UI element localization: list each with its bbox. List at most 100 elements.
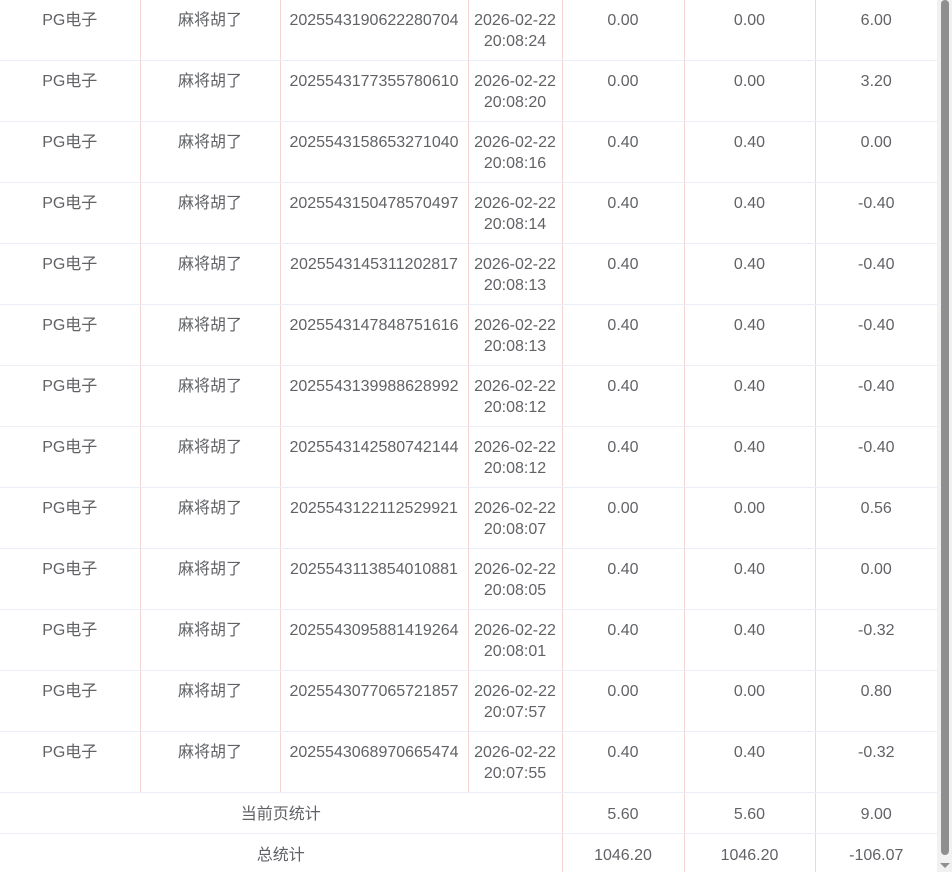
date-text: 2026-02-22 [474,317,556,334]
table-row: PG电子 麻将胡了 2025543139988628992 2026-02-22 20:… [0,365,937,427]
scrollbar-thumb[interactable] [941,0,949,855]
summary-row: 总统计 1046.20 1046.20 -106.07 [0,833,937,872]
cell-platform: PG电子 [0,548,141,610]
cell-win: 6.00 [815,0,937,61]
date-text: 2026-02-22 [474,561,556,578]
time-text: 20:08:01 [483,643,547,660]
cell-order: 2025543122112529921 [280,487,469,549]
cell-platform: PG电子 [0,670,141,732]
cell-bet: 0.40 [562,426,685,488]
cell-game: 麻将胡了 [140,609,281,671]
cell-valid: 0.40 [684,304,816,366]
cell-game: 麻将胡了 [140,548,281,610]
cell-date: 2026-02-22 20:08:24 [468,0,563,61]
cell-date: 2026-02-22 20:08:16 [468,121,563,183]
cell-order: 2025543077065721857 [280,670,469,732]
cell-platform: PG电子 [0,0,141,61]
table-row: PG电子 麻将胡了 2025543077065721857 2026-02-22 20:… [0,670,937,732]
table-row: PG电子 麻将胡了 2025543122112529921 2026-02-22 20:… [0,487,937,549]
vertical-scrollbar[interactable] [937,0,952,872]
cell-bet: 0.40 [562,182,685,244]
cell-date: 2026-02-22 20:08:13 [468,304,563,366]
cell-date: 2026-02-22 20:08:12 [468,426,563,488]
cell-game: 麻将胡了 [140,365,281,427]
summary-label: 总统计 [0,833,563,872]
summary-row: 当前页统计 5.60 5.60 9.00 [0,792,937,834]
cell-win: -0.40 [815,426,937,488]
time-text: 20:08:07 [483,521,547,538]
summary-valid: 1046.20 [684,833,816,872]
cell-valid: 0.40 [684,548,816,610]
cell-order: 2025543150478570497 [280,182,469,244]
time-text: 20:08:13 [483,338,547,355]
time-text: 20:08:12 [483,460,547,477]
cell-bet: 0.00 [562,0,685,61]
cell-platform: PG电子 [0,426,141,488]
cell-game: 麻将胡了 [140,121,281,183]
cell-win: -0.40 [815,304,937,366]
cell-date: 2026-02-22 20:07:55 [468,731,563,793]
time-text: 20:07:55 [483,765,547,782]
table-row: PG电子 麻将胡了 2025543145311202817 2026-02-22 20:… [0,243,937,305]
table-row: PG电子 麻将胡了 2025543150478570497 2026-02-22 20:… [0,182,937,244]
cell-valid: 0.40 [684,121,816,183]
date-text: 2026-02-22 [474,500,556,517]
summary-win: -106.07 [815,833,937,872]
cell-order: 2025543145311202817 [280,243,469,305]
cell-game: 麻将胡了 [140,60,281,122]
cell-date: 2026-02-22 20:08:07 [468,487,563,549]
table-row: PG电子 麻将胡了 2025543068970665474 2026-02-22 20:… [0,731,937,793]
cell-valid: 0.40 [684,426,816,488]
cell-platform: PG电子 [0,60,141,122]
date-text: 2026-02-22 [474,622,556,639]
scroll-down-arrow-icon[interactable] [940,863,950,868]
time-text: 20:08:13 [483,277,547,294]
cell-bet: 0.40 [562,365,685,427]
cell-platform: PG电子 [0,182,141,244]
cell-platform: PG电子 [0,487,141,549]
table-row: PG电子 麻将胡了 2025543147848751616 2026-02-22 20:… [0,304,937,366]
date-text: 2026-02-22 [474,256,556,273]
time-text: 20:08:16 [483,155,547,172]
table-row: PG电子 麻将胡了 2025543142580742144 2026-02-22 20:… [0,426,937,488]
cell-win: -0.40 [815,243,937,305]
summary-bet: 1046.20 [562,833,685,872]
table-row: PG电子 麻将胡了 2025543113854010881 2026-02-22 20:… [0,548,937,610]
cell-platform: PG电子 [0,365,141,427]
table-row: PG电子 麻将胡了 2025543190622280704 2026-02-22 20:… [0,0,937,61]
cell-bet: 0.00 [562,670,685,732]
cell-valid: 0.40 [684,609,816,671]
cell-order: 2025543142580742144 [280,426,469,488]
date-text: 2026-02-22 [474,683,556,700]
cell-game: 麻将胡了 [140,243,281,305]
cell-bet: 0.40 [562,243,685,305]
cell-date: 2026-02-22 20:08:01 [468,609,563,671]
cell-platform: PG电子 [0,304,141,366]
cell-order: 2025543113854010881 [280,548,469,610]
cell-bet: 0.40 [562,121,685,183]
time-text: 20:07:57 [483,704,547,721]
cell-order: 2025543139988628992 [280,365,469,427]
cell-win: -0.32 [815,731,937,793]
summary-win: 9.00 [815,792,937,834]
cell-date: 2026-02-22 20:07:57 [468,670,563,732]
cell-win: -0.40 [815,365,937,427]
summary-valid: 5.60 [684,792,816,834]
cell-valid: 0.40 [684,365,816,427]
cell-valid: 0.00 [684,60,816,122]
cell-win: 0.56 [815,487,937,549]
cell-win: 0.00 [815,548,937,610]
cell-game: 麻将胡了 [140,670,281,732]
cell-order: 2025543068970665474 [280,731,469,793]
summary-label: 当前页统计 [0,792,563,834]
cell-win: 0.80 [815,670,937,732]
cell-platform: PG电子 [0,243,141,305]
cell-platform: PG电子 [0,609,141,671]
cell-date: 2026-02-22 20:08:14 [468,182,563,244]
cell-bet: 0.40 [562,731,685,793]
cell-valid: 0.00 [684,0,816,61]
cell-date: 2026-02-22 20:08:20 [468,60,563,122]
date-text: 2026-02-22 [474,195,556,212]
cell-win: -0.32 [815,609,937,671]
cell-order: 2025543190622280704 [280,0,469,61]
